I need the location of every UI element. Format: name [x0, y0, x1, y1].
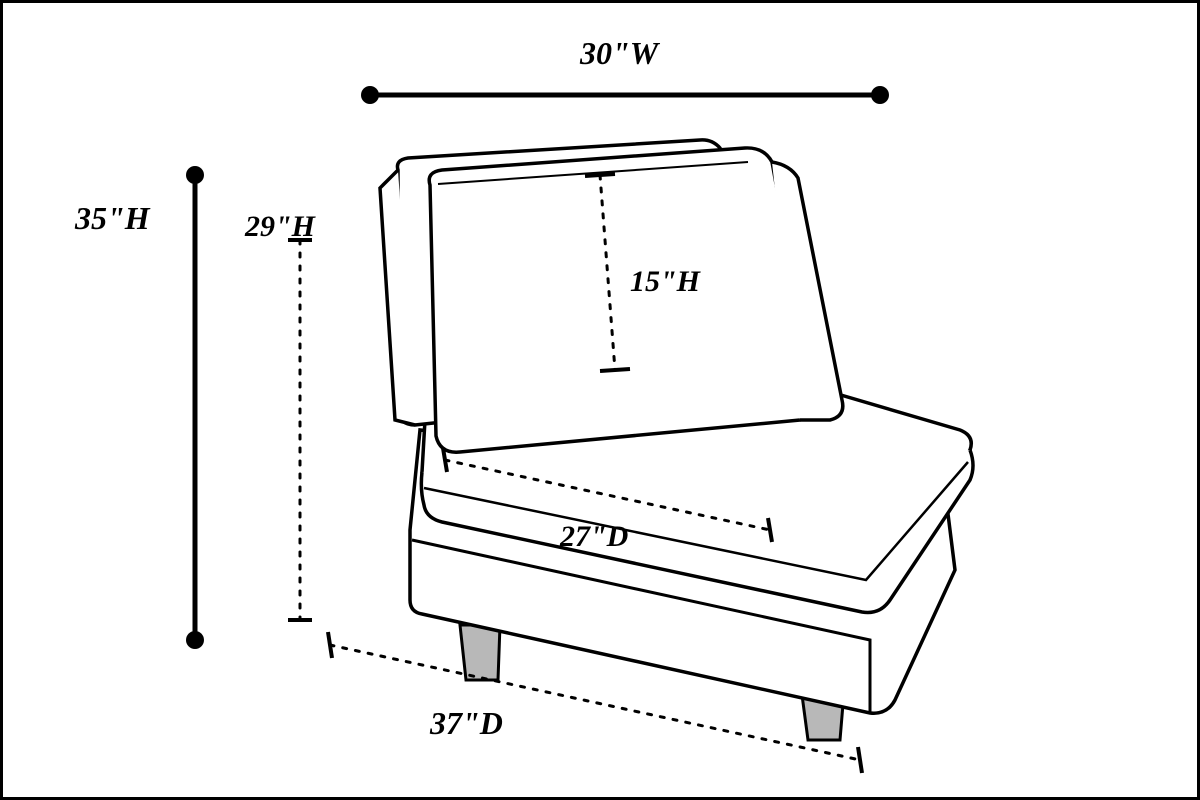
dimension-diagram: 30"W 35"H 29"H 15"H 27"D 37"D [0, 0, 1200, 800]
label-seat-depth: 27"D [560, 520, 628, 554]
dim-height-inner [288, 240, 312, 620]
dim-height-outer [186, 166, 204, 649]
diagram-svg [0, 0, 1200, 800]
label-height-outer: 35"H [75, 200, 150, 237]
label-width-top: 30"W [580, 35, 658, 72]
label-height-inner: 29"H [245, 210, 315, 244]
back-cushion [429, 148, 843, 452]
dim-width-top [361, 86, 889, 104]
label-overall-depth: 37"D [430, 705, 503, 742]
label-back-cushion: 15"H [630, 265, 700, 299]
